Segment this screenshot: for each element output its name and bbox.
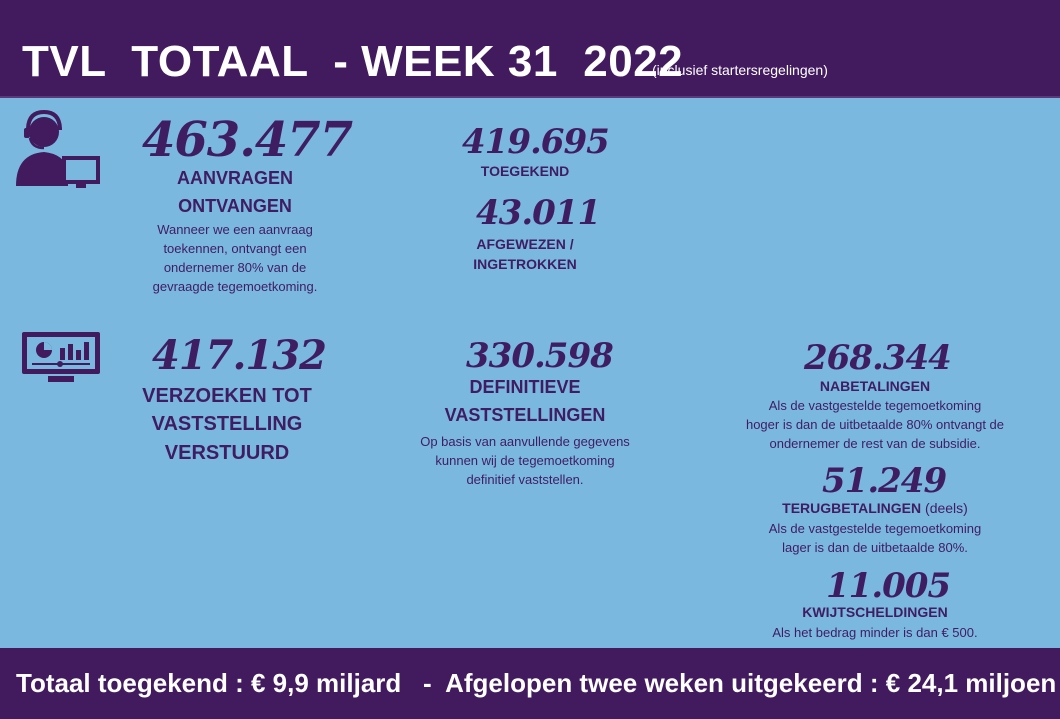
definitieve-description: Op basis van aanvullende gegevens kunnen… [420,434,630,487]
definitieve-value: 330.598 [466,336,614,376]
terugbetalingen-value: 51.249 [822,461,947,501]
kwijtscheldingen-value: 11.005 [826,566,951,606]
toegekend-label: TOEGEKEND [480,163,570,179]
footer-summary: Totaal toegekend : € 9,9 miljard - Afgel… [16,668,1057,698]
page-title: TVL TOTAAL - WEEK 31 2022 [22,37,684,86]
kwijtscheldingen-label: KWIJTSCHELDINGEN [802,604,948,620]
aanvragen-description: Wanneer we een aanvraag toekennen, ontva… [152,222,318,294]
afgewezen-label-1: AFGEWEZEN / [476,236,574,252]
verzoeken-label-3: VERSTUURD [164,442,290,464]
aanvragen-label-1: AANVRAGEN [176,168,293,188]
terugbetalingen-label: TERUGBETALINGEN (deels) [782,500,968,516]
monitor-dashboard-icon [20,330,102,389]
verzoeken-label-2: VASTSTELLING [151,413,303,435]
nabetalingen-description: Als de vastgestelde tegemoetkoming hoger… [745,398,1005,451]
footer-bar: Totaal toegekend : € 9,9 miljard - Afgel… [0,648,1060,719]
afgewezen-value: 43.011 [476,193,601,233]
header-bar: TVL TOTAAL - WEEK 31 2022 (inclusief sta… [0,0,1060,98]
kwijtscheldingen-description: Als het bedrag minder is dan € 500. [772,625,978,640]
definitieve-label-2: VASTSTELLINGEN [444,405,606,425]
definitieve-label-1: DEFINITIEVE [469,377,581,397]
aanvragen-value: 463.477 [142,112,353,168]
terugbetalingen-description: Als de vastgestelde tegemoetkoming lager… [768,521,982,555]
verzoeken-value: 417.132 [152,332,327,379]
support-agent-icon [14,109,104,195]
nabetalingen-label: NABETALINGEN [819,378,931,394]
title-note: (inclusief startersregelingen) [652,62,828,78]
toegekend-value: 419.695 [462,122,610,162]
verzoeken-label-1: VERZOEKEN TOT [142,385,312,407]
nabetalingen-value: 268.344 [804,338,952,378]
aanvragen-label-2: ONTVANGEN [178,196,292,216]
afgewezen-label-2: INGETROKKEN [473,256,577,272]
